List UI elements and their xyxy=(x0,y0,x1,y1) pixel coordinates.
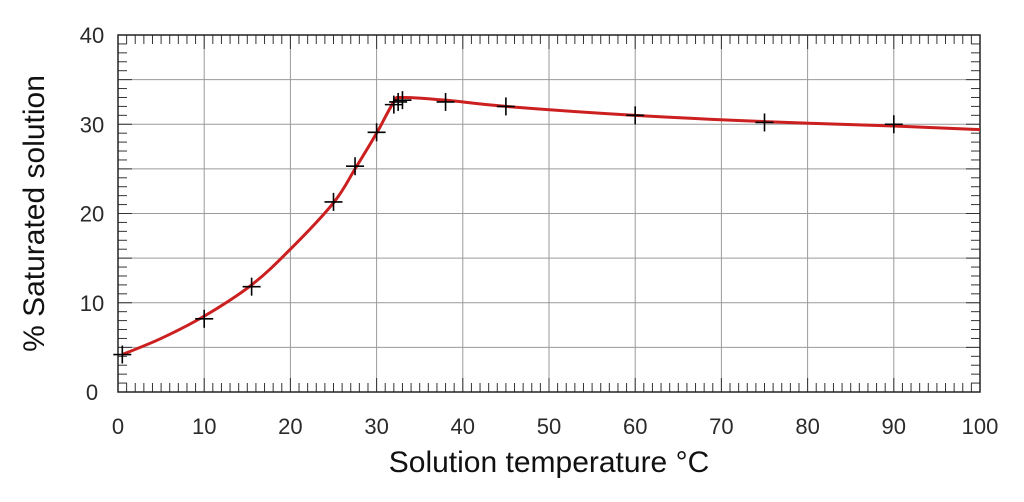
data-point-marker xyxy=(496,97,515,116)
data-point-marker xyxy=(755,113,774,132)
y-tick-label: 0 xyxy=(86,380,98,405)
y-tick-label: 30 xyxy=(80,112,104,137)
x-tick-label: 80 xyxy=(795,414,819,439)
data-point-marker xyxy=(324,192,343,211)
x-tick-label: 50 xyxy=(537,414,561,439)
data-point-marker xyxy=(393,91,412,110)
fitted-curve xyxy=(121,95,981,356)
x-tick-label: 40 xyxy=(451,414,475,439)
y-tick-label: 10 xyxy=(80,291,104,316)
x-tick-label: 10 xyxy=(192,414,216,439)
plot-frame xyxy=(117,34,981,393)
curve-layer xyxy=(121,95,981,356)
x-tick-label: 60 xyxy=(623,414,647,439)
marker-layer xyxy=(113,91,903,364)
data-point-marker xyxy=(367,123,386,142)
data-point-marker xyxy=(113,345,132,364)
x-tick-labels: 0 10 20 30 40 50 60 70 80 90 100 xyxy=(112,414,998,439)
x-tick-label: 20 xyxy=(278,414,302,439)
y-tick-label: 40 xyxy=(80,23,104,48)
grid xyxy=(117,34,981,393)
x-tick-label: 90 xyxy=(882,414,906,439)
x-tick-label: 100 xyxy=(962,414,999,439)
data-point-marker xyxy=(626,106,645,125)
data-point-marker xyxy=(384,95,403,114)
x-tick-label: 30 xyxy=(364,414,388,439)
y-tick-labels: 0 10 20 30 40 xyxy=(80,23,104,405)
x-tick-label: 0 xyxy=(112,414,124,439)
data-point-marker xyxy=(242,277,261,296)
y-axis-title: % Saturated solution xyxy=(18,75,51,352)
x-axis-title: Solution temperature °C xyxy=(389,446,710,479)
y-tick-label: 20 xyxy=(80,202,104,227)
data-point-marker xyxy=(346,157,365,176)
data-point-marker xyxy=(389,92,408,111)
data-point-marker xyxy=(195,309,214,328)
data-point-marker xyxy=(436,92,455,111)
x-tick-label: 70 xyxy=(709,414,733,439)
data-point-marker xyxy=(884,115,903,134)
